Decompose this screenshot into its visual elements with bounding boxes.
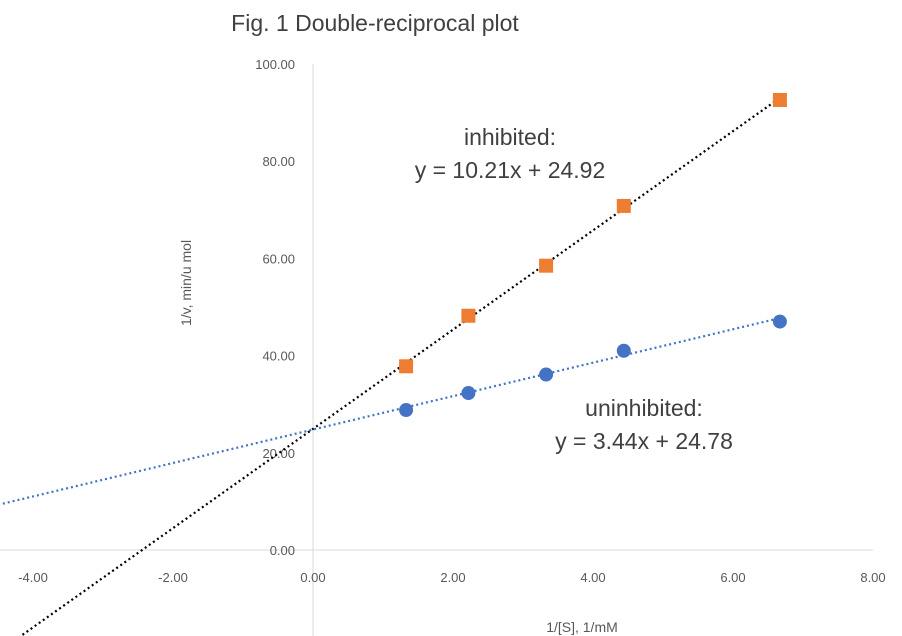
point-uninhibited xyxy=(772,314,787,329)
trendline-inhibited xyxy=(18,97,781,636)
point-inhibited xyxy=(399,359,414,374)
y-tick-labels: 0.00 20.00 40.00 60.00 80.00 100.00 xyxy=(255,57,295,558)
chart-title: Fig. 1 Double-reciprocal plot xyxy=(231,10,519,36)
point-uninhibited xyxy=(461,386,476,401)
x-axis-label: 1/[S], 1/mM xyxy=(546,619,618,635)
x-tick-label: 2.00 xyxy=(440,570,465,585)
x-tick-labels: -4.00 -2.00 0.00 2.00 4.00 6.00 8.00 xyxy=(18,570,885,585)
point-uninhibited xyxy=(616,343,631,358)
x-tick-label: -4.00 xyxy=(18,570,48,585)
equation-uninhibited: uninhibited: y = 3.44x + 24.78 xyxy=(555,395,733,454)
x-tick-label: 6.00 xyxy=(720,570,745,585)
point-inhibited xyxy=(616,198,631,213)
equation-inhibited-name: inhibited: xyxy=(464,124,556,150)
equation-inhibited-formula: y = 10.21x + 24.92 xyxy=(415,157,606,183)
point-uninhibited xyxy=(539,367,554,382)
point-inhibited xyxy=(772,92,787,107)
y-tick-label: 100.00 xyxy=(255,57,295,72)
y-tick-label: 0.00 xyxy=(270,543,295,558)
y-tick-label: 60.00 xyxy=(262,251,295,266)
x-tick-label: -2.00 xyxy=(158,570,188,585)
y-tick-label: 20.00 xyxy=(262,446,295,461)
equation-uninhibited-name: uninhibited: xyxy=(585,395,703,421)
x-tick-label: 8.00 xyxy=(860,570,885,585)
point-inhibited xyxy=(461,308,476,323)
x-tick-label: 0.00 xyxy=(300,570,325,585)
x-tick-label: 4.00 xyxy=(580,570,605,585)
trendlines xyxy=(0,97,781,636)
point-inhibited xyxy=(539,258,554,273)
trendline-uninhibited xyxy=(0,316,781,506)
y-tick-label: 40.00 xyxy=(262,349,295,364)
y-axis-label: 1/v, min/u mol xyxy=(178,240,194,326)
data-markers xyxy=(399,92,787,418)
point-uninhibited xyxy=(399,403,414,418)
equation-uninhibited-formula: y = 3.44x + 24.78 xyxy=(555,428,733,454)
y-tick-label: 80.00 xyxy=(262,154,295,169)
equation-inhibited: inhibited: y = 10.21x + 24.92 xyxy=(415,124,606,183)
